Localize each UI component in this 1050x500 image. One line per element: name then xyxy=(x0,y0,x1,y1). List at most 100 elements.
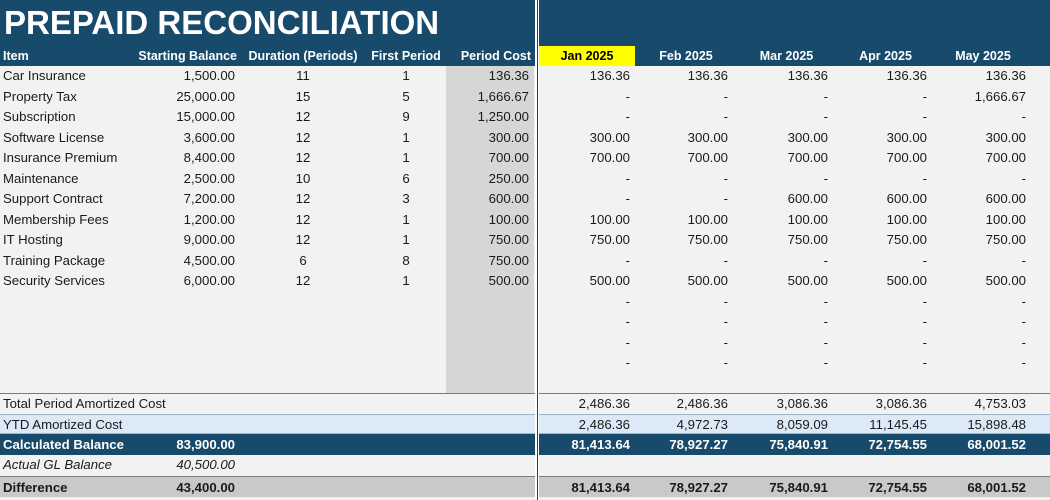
item-cell[interactable] xyxy=(0,353,132,374)
period-cost-cell[interactable]: 750.00 xyxy=(488,252,529,268)
month-amount-cell[interactable]: - xyxy=(922,355,927,370)
item-cell[interactable] xyxy=(0,312,132,333)
month-amount-cell[interactable]: 500.00 xyxy=(985,273,1026,288)
header-duration[interactable]: Duration (Periods) xyxy=(248,49,358,63)
month-amount-cell[interactable]: - xyxy=(625,314,630,329)
item-cell[interactable]: Membership Fees xyxy=(3,211,109,227)
month-amount-cell[interactable]: - xyxy=(723,314,728,329)
duration-cell[interactable]: 12 xyxy=(295,129,311,145)
duration-cell[interactable]: 12 xyxy=(295,273,311,288)
header-item[interactable]: Item xyxy=(3,49,29,63)
starting-balance-cell[interactable]: 9,000.00 xyxy=(183,232,235,247)
total-feb[interactable]: 2,486.36 xyxy=(676,396,728,411)
duration-cell[interactable]: 10 xyxy=(295,170,311,186)
duration-cell[interactable]: 6 xyxy=(299,252,307,268)
item-cell[interactable]: IT Hosting xyxy=(3,232,63,247)
month-amount-cell[interactable]: 600.00 xyxy=(787,191,828,206)
period-cost-cell[interactable] xyxy=(446,353,532,374)
starting-balance-cell[interactable]: 2,500.00 xyxy=(183,170,235,186)
period-cost-cell[interactable]: 600.00 xyxy=(488,191,529,206)
period-cost-cell[interactable]: 700.00 xyxy=(488,150,529,165)
month-amount-cell[interactable]: - xyxy=(823,109,828,124)
month-amount-cell[interactable]: 500.00 xyxy=(886,273,927,288)
month-amount-cell[interactable]: 750.00 xyxy=(687,232,728,247)
item-cell[interactable]: Maintenance xyxy=(3,170,79,186)
diff-apr[interactable]: 72,754.55 xyxy=(868,480,927,495)
first-period-cell[interactable]: 8 xyxy=(402,252,410,268)
first-period-cell[interactable]: 1 xyxy=(402,232,410,247)
month-amount-cell[interactable]: - xyxy=(1021,334,1026,350)
month-amount-cell[interactable]: 600.00 xyxy=(886,191,927,206)
ytd-feb[interactable]: 4,972.73 xyxy=(676,417,728,432)
header-month-mar[interactable]: Mar 2025 xyxy=(759,49,814,63)
month-amount-cell[interactable]: - xyxy=(723,293,728,309)
starting-balance-cell[interactable]: 4,500.00 xyxy=(183,252,235,268)
starting-balance-cell[interactable]: 25,000.00 xyxy=(176,88,235,104)
starting-balance-cell[interactable] xyxy=(132,292,238,313)
starting-balance-cell[interactable] xyxy=(132,353,238,374)
month-amount-cell[interactable]: 100.00 xyxy=(886,211,927,227)
total-apr[interactable]: 3,086.36 xyxy=(875,396,927,411)
month-amount-cell[interactable]: - xyxy=(1021,170,1026,186)
month-amount-cell[interactable]: - xyxy=(922,88,927,104)
starting-balance-cell[interactable]: 1,500.00 xyxy=(183,68,235,83)
calc-jan[interactable]: 81,413.64 xyxy=(571,437,630,452)
month-amount-cell[interactable]: 300.00 xyxy=(687,129,728,145)
first-period-cell[interactable]: 1 xyxy=(402,150,410,165)
total-may[interactable]: 4,753.03 xyxy=(974,396,1026,411)
item-cell[interactable]: Security Services xyxy=(3,273,105,288)
month-amount-cell[interactable]: - xyxy=(823,314,828,329)
month-amount-cell[interactable]: 300.00 xyxy=(787,129,828,145)
month-amount-cell[interactable]: - xyxy=(1021,293,1026,309)
item-cell[interactable]: Insurance Premium xyxy=(3,150,118,165)
period-cost-cell[interactable]: 1,250.00 xyxy=(477,109,529,124)
month-amount-cell[interactable]: 100.00 xyxy=(687,211,728,227)
month-amount-cell[interactable]: - xyxy=(922,334,927,350)
month-amount-cell[interactable]: 136.36 xyxy=(886,68,927,83)
month-amount-cell[interactable]: - xyxy=(723,334,728,350)
calc-feb[interactable]: 78,927.27 xyxy=(669,437,728,452)
month-amount-cell[interactable]: - xyxy=(823,334,828,350)
ytd-label[interactable]: YTD Amortized Cost xyxy=(3,417,123,432)
first-period-cell[interactable]: 1 xyxy=(402,129,410,145)
item-cell[interactable] xyxy=(0,292,132,313)
month-amount-cell[interactable]: - xyxy=(823,252,828,268)
month-amount-cell[interactable]: - xyxy=(625,334,630,350)
header-period-cost[interactable]: Period Cost xyxy=(460,49,531,63)
period-cost-cell[interactable]: 1,666.67 xyxy=(477,88,529,104)
duration-cell[interactable] xyxy=(240,333,366,354)
month-amount-cell[interactable]: - xyxy=(922,293,927,309)
first-period-cell[interactable]: 5 xyxy=(402,88,410,104)
calc-label[interactable]: Calculated Balance xyxy=(3,437,124,452)
first-period-cell[interactable]: 1 xyxy=(402,68,410,83)
month-amount-cell[interactable]: - xyxy=(823,355,828,370)
first-period-cell[interactable] xyxy=(366,353,446,374)
diff-start[interactable]: 43,400.00 xyxy=(176,480,235,495)
ytd-jan[interactable]: 2,486.36 xyxy=(578,417,630,432)
month-amount-cell[interactable]: 700.00 xyxy=(687,150,728,165)
month-amount-cell[interactable]: 300.00 xyxy=(985,129,1026,145)
month-amount-cell[interactable]: 136.36 xyxy=(687,68,728,83)
month-amount-cell[interactable]: - xyxy=(723,170,728,186)
month-amount-cell[interactable]: - xyxy=(625,355,630,370)
duration-cell[interactable]: 12 xyxy=(295,232,311,247)
period-cost-cell[interactable] xyxy=(446,312,532,333)
month-amount-cell[interactable]: 100.00 xyxy=(787,211,828,227)
total-jan[interactable]: 2,486.36 xyxy=(578,396,630,411)
month-amount-cell[interactable]: 300.00 xyxy=(589,129,630,145)
month-amount-cell[interactable]: - xyxy=(625,88,630,104)
starting-balance-cell[interactable]: 7,200.00 xyxy=(183,191,235,206)
month-amount-cell[interactable]: - xyxy=(823,293,828,309)
month-amount-cell[interactable]: 300.00 xyxy=(886,129,927,145)
first-period-cell[interactable] xyxy=(366,312,446,333)
calc-may[interactable]: 68,001.52 xyxy=(967,437,1026,452)
month-amount-cell[interactable]: - xyxy=(625,109,630,124)
duration-cell[interactable] xyxy=(240,292,366,313)
month-amount-cell[interactable]: - xyxy=(823,88,828,104)
header-month-apr[interactable]: Apr 2025 xyxy=(859,49,912,63)
first-period-cell[interactable]: 1 xyxy=(402,211,410,227)
period-cost-cell[interactable]: 500.00 xyxy=(488,273,529,288)
first-period-cell[interactable]: 1 xyxy=(402,273,410,288)
starting-balance-cell[interactable]: 15,000.00 xyxy=(176,109,235,124)
month-amount-cell[interactable]: 136.36 xyxy=(985,68,1026,83)
